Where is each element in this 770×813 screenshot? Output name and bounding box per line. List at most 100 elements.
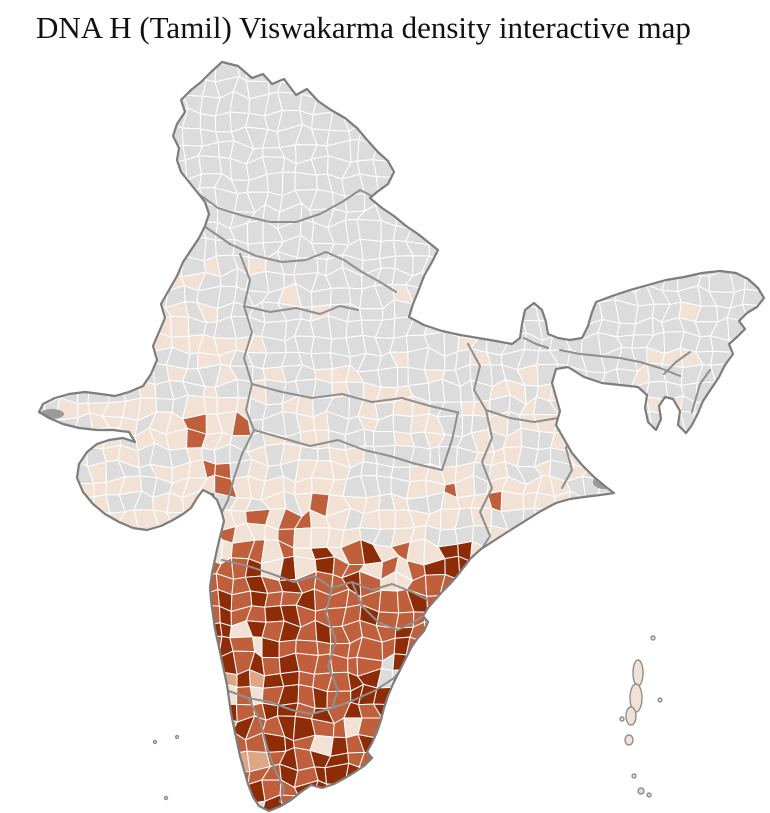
district[interactable]: [294, 45, 319, 69]
district[interactable]: [105, 686, 125, 707]
andaman-nicobar-island[interactable]: [631, 773, 637, 779]
district[interactable]: [677, 79, 702, 97]
district[interactable]: [477, 765, 496, 785]
district[interactable]: [59, 748, 75, 772]
district[interactable]: [517, 795, 544, 813]
district[interactable]: [104, 347, 123, 374]
district[interactable]: [21, 668, 45, 685]
district[interactable]: [613, 60, 638, 81]
district[interactable]: [741, 186, 760, 212]
district[interactable]: [84, 668, 107, 692]
district[interactable]: [405, 479, 428, 500]
district[interactable]: [68, 561, 92, 580]
district[interactable]: [552, 794, 571, 813]
district[interactable]: [106, 778, 126, 804]
district[interactable]: [41, 234, 59, 261]
district[interactable]: [436, 608, 461, 624]
district[interactable]: [430, 683, 445, 709]
district[interactable]: [582, 63, 605, 86]
district[interactable]: [187, 586, 202, 606]
district[interactable]: [645, 129, 664, 147]
district[interactable]: [458, 652, 475, 673]
district[interactable]: [356, 75, 381, 99]
district[interactable]: [612, 446, 631, 463]
district[interactable]: [759, 399, 770, 417]
district[interactable]: [54, 315, 77, 337]
andaman-nicobar-island[interactable]: [657, 697, 663, 703]
district[interactable]: [535, 94, 555, 114]
district[interactable]: [596, 538, 624, 560]
district[interactable]: [476, 692, 496, 707]
district[interactable]: [133, 554, 153, 578]
district[interactable]: [716, 765, 734, 784]
district[interactable]: [392, 414, 413, 435]
district[interactable]: [765, 684, 770, 706]
district[interactable]: [760, 44, 770, 61]
district[interactable]: [506, 609, 524, 630]
district[interactable]: [54, 234, 76, 261]
district[interactable]: [184, 670, 207, 690]
district[interactable]: [503, 95, 527, 113]
district[interactable]: [541, 668, 557, 694]
district[interactable]: [629, 53, 651, 66]
district[interactable]: [121, 285, 142, 305]
district[interactable]: [582, 253, 604, 278]
district[interactable]: [196, 779, 224, 804]
district[interactable]: [87, 730, 112, 756]
district[interactable]: [135, 301, 153, 323]
district[interactable]: [378, 112, 397, 125]
district[interactable]: [485, 286, 508, 309]
district[interactable]: [630, 219, 653, 240]
district[interactable]: [150, 204, 170, 229]
district[interactable]: [426, 796, 444, 813]
district[interactable]: [744, 43, 764, 64]
district[interactable]: [567, 220, 584, 244]
district[interactable]: [716, 430, 730, 446]
district[interactable]: [200, 750, 221, 770]
district[interactable]: [43, 428, 64, 454]
district[interactable]: [741, 75, 764, 96]
district[interactable]: [184, 634, 207, 653]
district[interactable]: [388, 763, 412, 788]
district[interactable]: [633, 559, 654, 577]
district[interactable]: [582, 240, 600, 258]
district[interactable]: [388, 78, 414, 100]
district[interactable]: [388, 782, 412, 802]
district[interactable]: [569, 170, 586, 194]
district[interactable]: [68, 576, 88, 597]
district[interactable]: [39, 268, 63, 292]
district[interactable]: [682, 155, 703, 178]
district[interactable]: [766, 315, 770, 335]
district[interactable]: [743, 684, 766, 707]
district[interactable]: [648, 722, 670, 737]
district[interactable]: [52, 124, 75, 145]
district[interactable]: [151, 538, 169, 561]
district[interactable]: [22, 732, 47, 756]
district[interactable]: [245, 65, 269, 83]
district[interactable]: [73, 259, 93, 272]
district[interactable]: [516, 177, 544, 196]
district[interactable]: [709, 221, 733, 244]
district[interactable]: [24, 65, 40, 86]
district[interactable]: [58, 682, 75, 710]
district[interactable]: [536, 716, 555, 742]
district[interactable]: [216, 779, 240, 797]
district[interactable]: [507, 154, 527, 179]
andaman-nicobar-island[interactable]: [646, 792, 652, 798]
district[interactable]: [695, 749, 718, 772]
district[interactable]: [708, 61, 733, 84]
andaman-nicobar-island[interactable]: [624, 734, 634, 746]
district[interactable]: [727, 475, 749, 499]
district[interactable]: [121, 203, 143, 230]
district[interactable]: [756, 60, 770, 85]
district[interactable]: [213, 730, 234, 756]
district[interactable]: [582, 75, 605, 93]
district[interactable]: [117, 795, 144, 813]
district[interactable]: [758, 443, 770, 469]
district[interactable]: [504, 235, 524, 254]
district[interactable]: [667, 732, 683, 757]
district[interactable]: [70, 236, 95, 261]
district[interactable]: [489, 592, 509, 611]
district[interactable]: [599, 208, 615, 228]
district[interactable]: [612, 94, 637, 116]
